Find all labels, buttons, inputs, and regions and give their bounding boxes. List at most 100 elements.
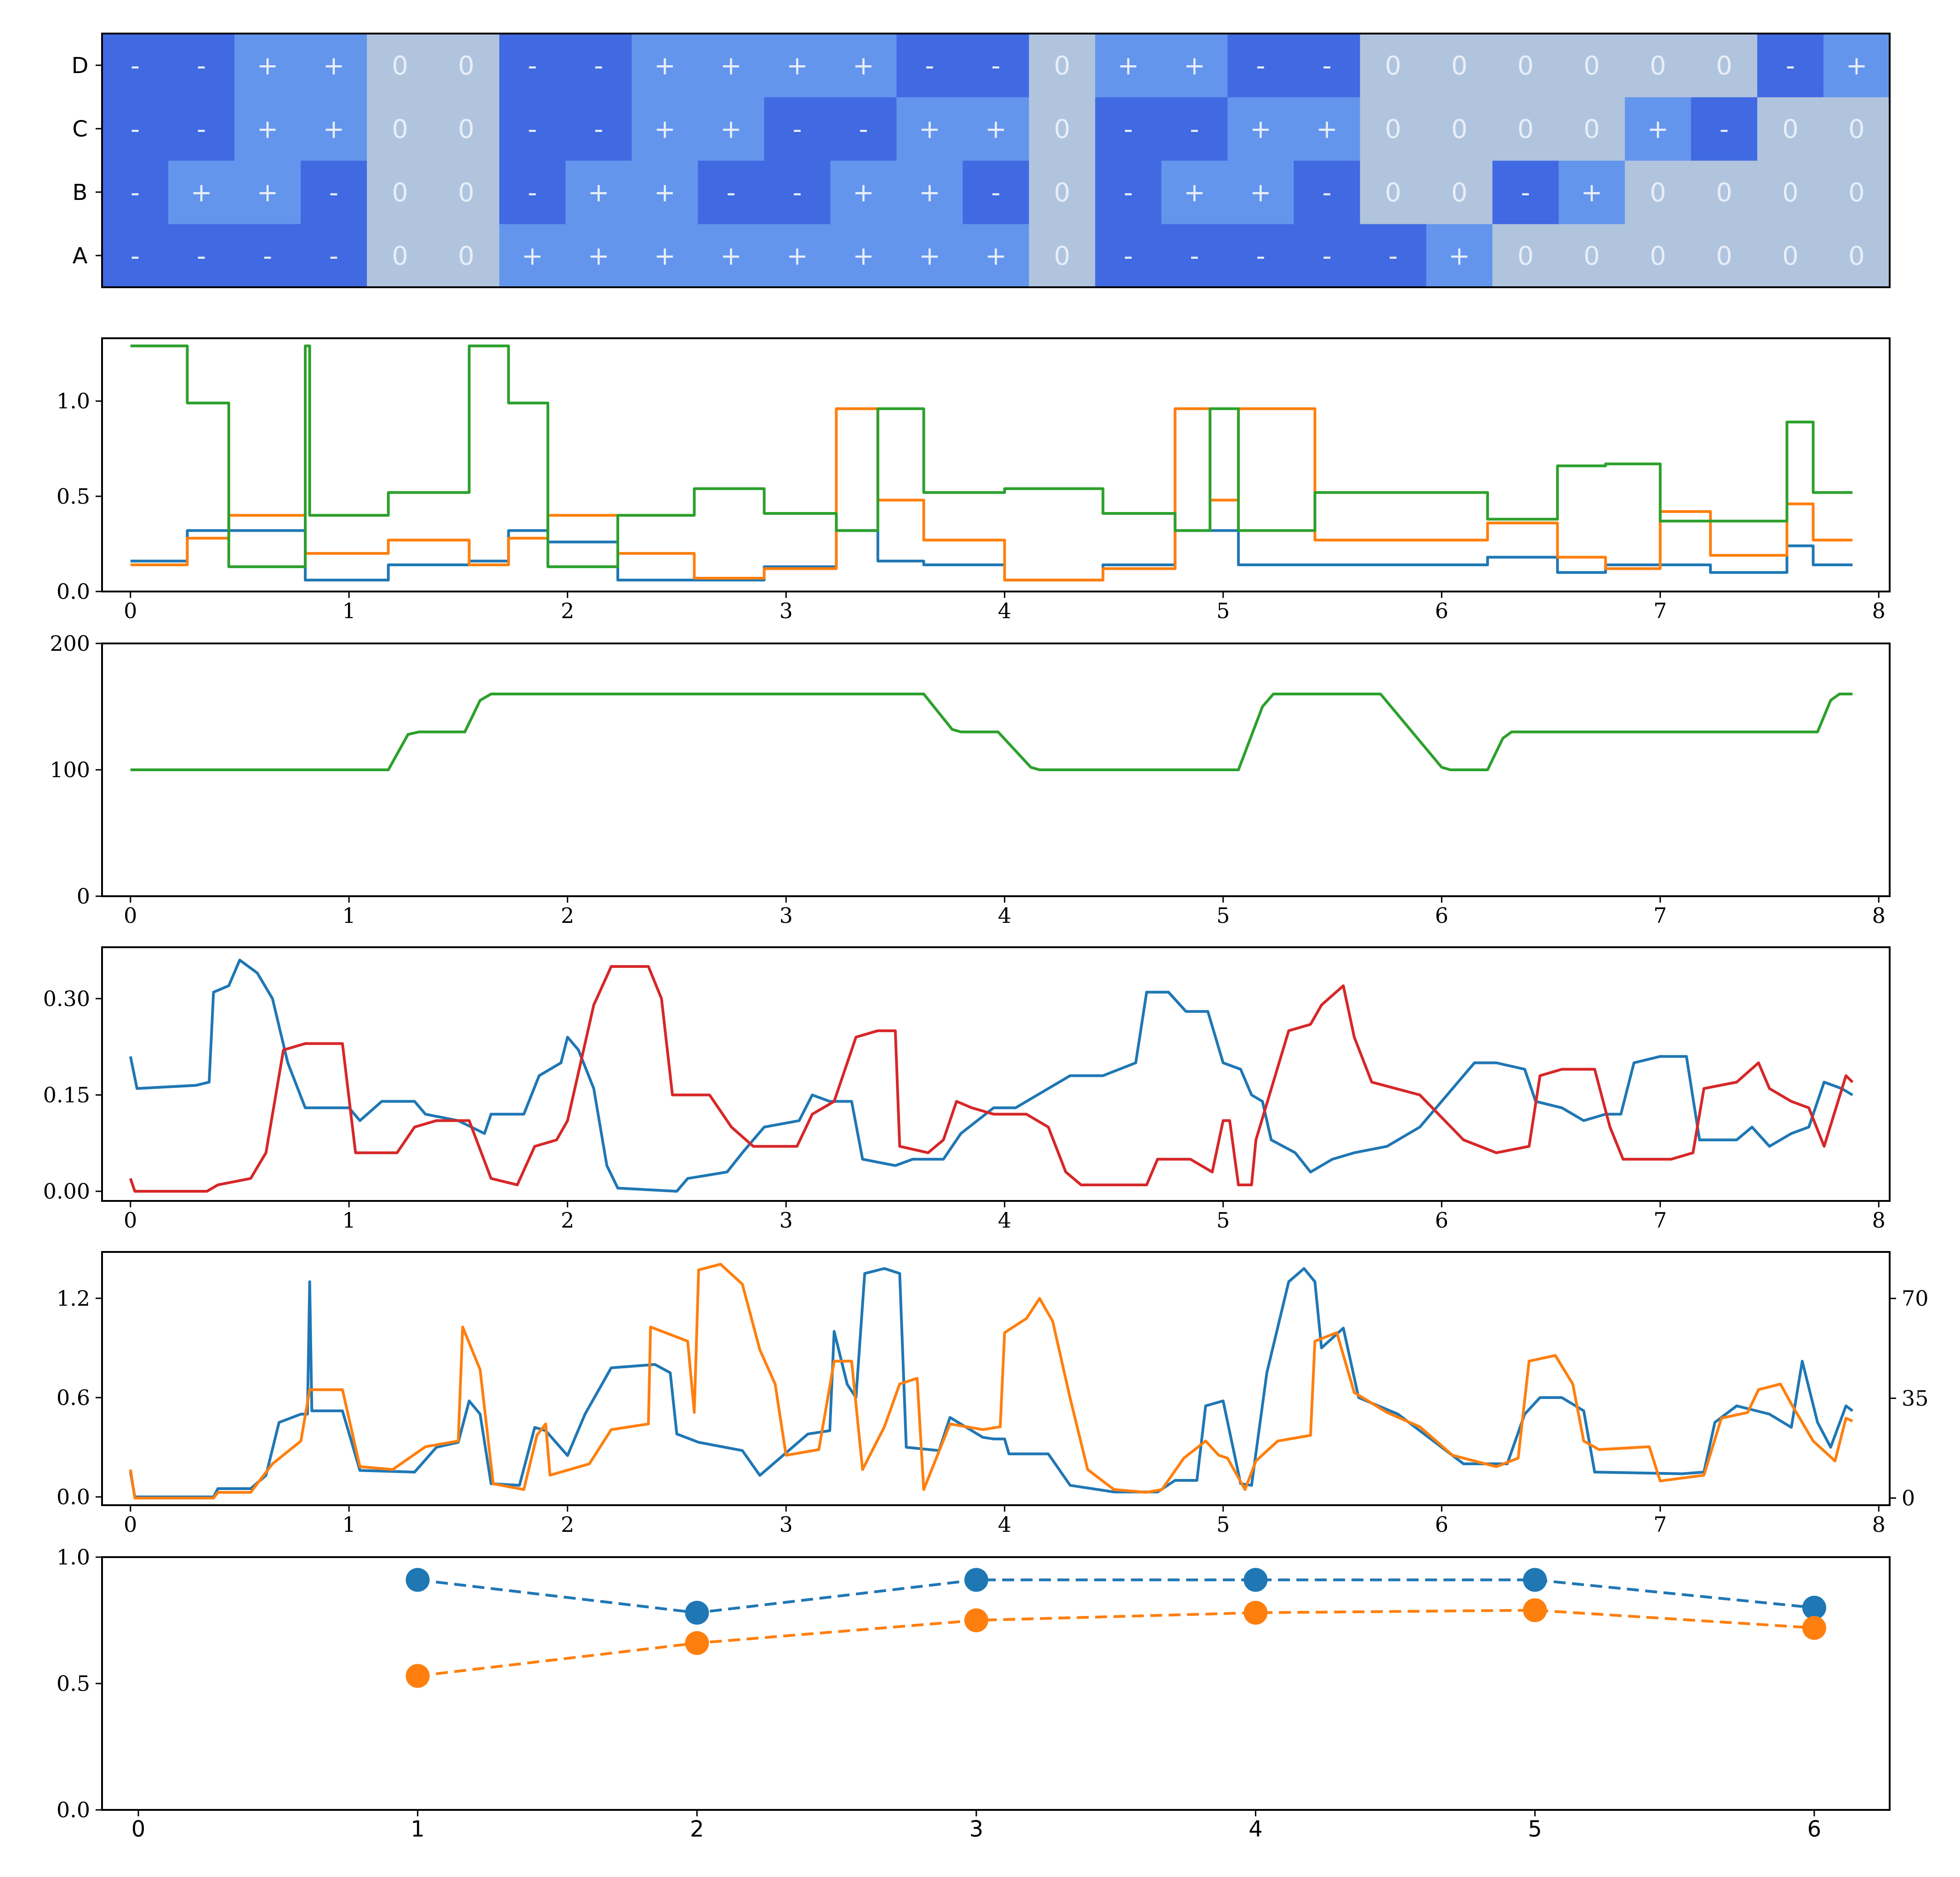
heatmap-cell <box>367 160 433 224</box>
heatmap-cell <box>1161 34 1228 97</box>
heatmap-cell <box>1823 97 1890 161</box>
x-tick-label: 2 <box>561 598 574 623</box>
x-tick-label: 5 <box>1216 598 1230 623</box>
heatmap-cell-label: 0 <box>458 178 474 208</box>
y-tick-label: 0.6 <box>57 1385 90 1410</box>
heatmap-cell <box>565 34 632 97</box>
heatmap-cell <box>301 97 367 161</box>
x-tick-label: 4 <box>998 903 1011 928</box>
heatmap-cell-label: - <box>131 114 140 144</box>
heatmap-cell-label: 0 <box>1451 114 1468 144</box>
heatmap-cell <box>1426 34 1493 97</box>
heatmap-cell <box>698 224 764 288</box>
heatmap-cell <box>1029 160 1096 224</box>
heatmap-cell <box>1029 224 1096 288</box>
heatmap-cell <box>499 34 566 97</box>
heatmap-cell-label: - <box>726 178 735 208</box>
axes-frame <box>101 946 1891 1202</box>
heatmap-cell <box>168 224 235 288</box>
axes-frame <box>101 337 1891 592</box>
heatmap-cell-label: - <box>197 114 206 144</box>
heatmap-cell-label: 0 <box>1517 114 1534 144</box>
heatmap-cell-label: + <box>853 178 874 208</box>
heatmap-cell-label: - <box>1322 241 1332 271</box>
series-line <box>129 965 1854 1193</box>
heatmap-cell <box>433 224 500 288</box>
heatmap-cell-label: + <box>985 114 1007 144</box>
y-tick-label: 1.0 <box>57 389 90 414</box>
heatmap-cell-label: 0 <box>1716 178 1732 208</box>
heatmap-cell <box>698 160 764 224</box>
heatmap-cell <box>433 97 500 161</box>
heatmap-cell-label: 0 <box>1650 51 1666 81</box>
heatmap-cell <box>1691 97 1758 161</box>
heatmap-cell-label: 0 <box>1451 51 1468 81</box>
heatmap-cell <box>433 34 500 97</box>
heatmap-cell <box>1757 97 1824 161</box>
heatmap-cell-label: - <box>131 178 140 208</box>
heatmap-cell-label: 0 <box>1584 114 1600 144</box>
heatmap-cell-label: 0 <box>458 114 474 144</box>
heatmap-cell-label: 0 <box>458 51 474 81</box>
heatmap-cell <box>367 34 433 97</box>
heatmap-cell <box>1823 224 1890 288</box>
series-line <box>129 1267 1854 1498</box>
heatmap-cell-label: + <box>1117 51 1139 81</box>
heatmap-cell <box>896 97 963 161</box>
heatmap-cell-label: - <box>594 51 603 81</box>
y2-tick-label: 0 <box>1902 1485 1915 1510</box>
heatmap-cell-label: + <box>1316 114 1338 144</box>
x-tick-label: 2 <box>690 1816 704 1842</box>
heatmap-cell <box>1360 34 1427 97</box>
heatmap-cell <box>1757 160 1824 224</box>
heatmap-cell <box>234 34 301 97</box>
heatmap-cell-label: + <box>919 114 940 144</box>
series-line <box>129 1263 1853 1500</box>
heatmap-cell-label: 0 <box>1584 51 1600 81</box>
x-tick-label: 6 <box>1435 903 1448 928</box>
y-tick-label: 0.5 <box>57 1671 90 1696</box>
heatmap-cell-label: + <box>257 178 279 208</box>
heatmap-cell <box>234 224 301 288</box>
x-tick-label: 3 <box>779 1208 792 1233</box>
heatmap-cell-label: - <box>329 178 338 208</box>
heatmap-cell-label: - <box>1123 241 1133 271</box>
heatmap-cell-label: - <box>991 178 1000 208</box>
heatmap-cell-label: + <box>1250 114 1271 144</box>
heatmap-cell <box>102 224 169 288</box>
y-tick-label: 0.0 <box>57 1485 90 1509</box>
heatmap-cell-label: 0 <box>392 241 408 271</box>
x-tick-label: 5 <box>1216 1512 1230 1537</box>
heatmap-cell-label: - <box>1190 241 1199 271</box>
heatmap-cell <box>234 160 301 224</box>
heatmap-cell-label: 0 <box>1716 51 1732 81</box>
heatmap-cell-label: + <box>1647 114 1669 144</box>
x-tick-label: 4 <box>1248 1816 1263 1842</box>
heatmap-cell-label: 0 <box>392 114 408 144</box>
series-line <box>417 1578 1815 1614</box>
heatmap-cell <box>1558 34 1625 97</box>
heatmap-cell-label: + <box>985 241 1007 271</box>
y-tick-label: 1.2 <box>57 1286 90 1311</box>
heatmap-cell-label: - <box>991 51 1000 81</box>
heatmap-cell <box>499 97 566 161</box>
heatmap-cell <box>301 160 367 224</box>
heatmap-cell <box>698 97 764 161</box>
series-line <box>417 1609 1815 1678</box>
x-tick-label: 3 <box>969 1816 984 1842</box>
heatmap-cell <box>565 224 632 288</box>
heatmap-cell <box>1029 34 1096 97</box>
heatmap-cell <box>1558 224 1625 288</box>
heatmap-cell-label: - <box>1389 241 1398 271</box>
heatmap-cell <box>963 97 1030 161</box>
heatmap-cell-label: - <box>1322 51 1332 81</box>
x-tick-label: 5 <box>1216 1208 1230 1233</box>
x-tick-label: 8 <box>1872 903 1886 928</box>
heatmap-cell-label: 0 <box>392 178 408 208</box>
heatmap-cell-label: 0 <box>1584 241 1600 271</box>
series-line <box>129 958 1853 1193</box>
heatmap-cell-label: + <box>919 241 940 271</box>
x-tick-label: 0 <box>124 1208 137 1233</box>
axes-frame <box>101 1556 1891 1811</box>
heatmap-cell-label: + <box>853 51 874 81</box>
